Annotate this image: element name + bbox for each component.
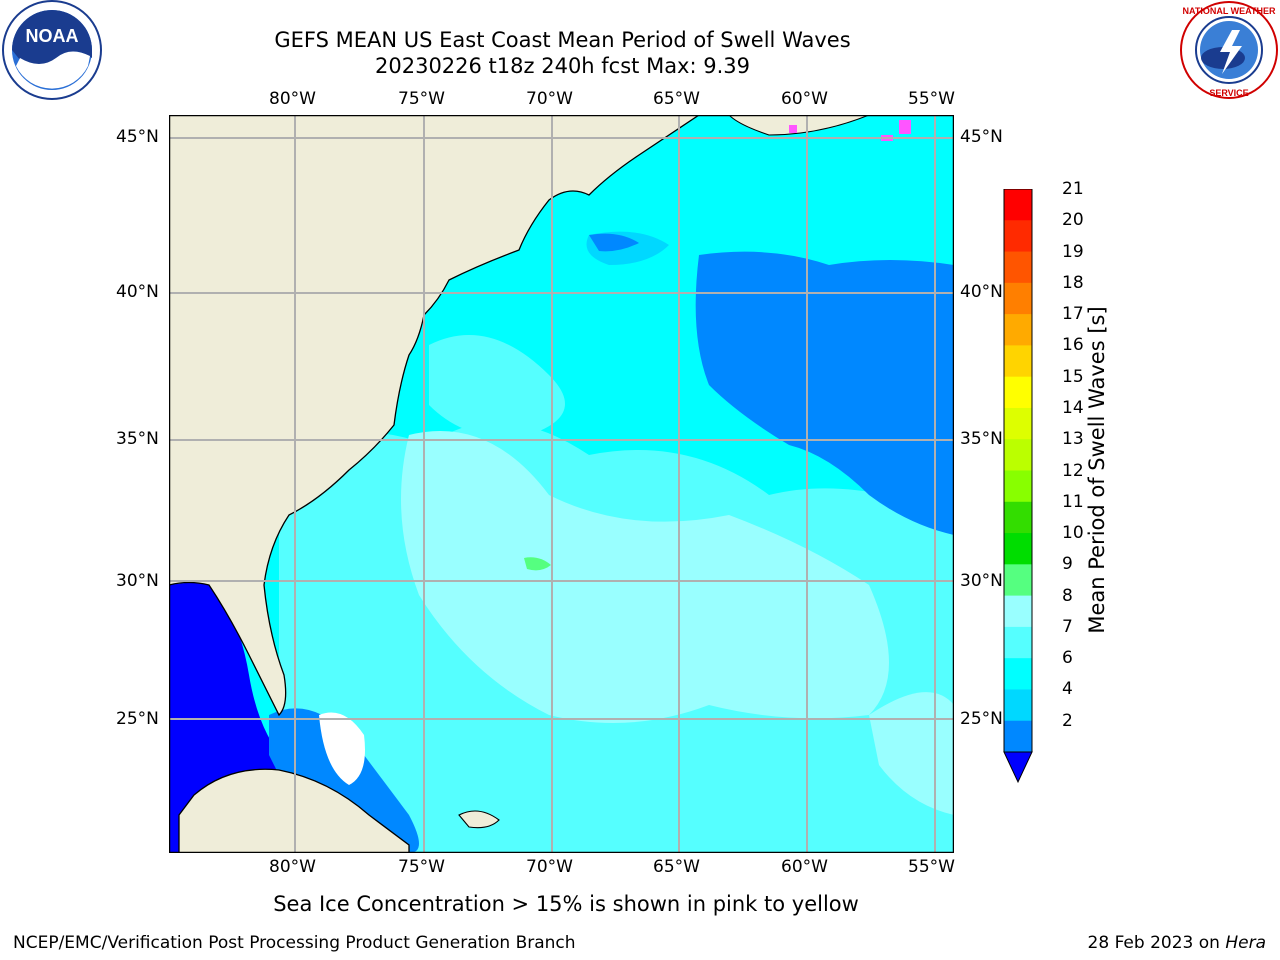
- swell-band-8s-east: [869, 692, 954, 815]
- footer-credit: NCEP/EMC/Verification Post Processing Pr…: [13, 933, 576, 953]
- colorbar-tick-label: 15: [1062, 366, 1084, 387]
- colorbar-segment: [1004, 439, 1032, 471]
- lon-label-top: 70°W: [526, 89, 573, 109]
- nova-scotia-land: [728, 115, 870, 136]
- colorbar-tick-label: 13: [1062, 429, 1084, 450]
- noaa-logo-text: NOAA: [26, 26, 79, 46]
- colorbar-tick-label: 12: [1062, 460, 1084, 481]
- colorbar-segment: [1004, 189, 1032, 221]
- colorbar-extend-arrow: [1003, 751, 1033, 784]
- colorbar-tick-label: 2: [1062, 710, 1073, 731]
- colorbar-tick-label: 6: [1062, 648, 1073, 669]
- colorbar-tick-label: 16: [1062, 335, 1084, 356]
- colorbar-segment: [1004, 282, 1032, 315]
- lon-label-bottom: 75°W: [398, 857, 445, 877]
- nws-logo-text: NATIONAL WEATHER: [1183, 6, 1276, 16]
- colorbar-segment: [1004, 533, 1032, 565]
- colorbar-segment: [1004, 376, 1032, 409]
- bahamas-banks: [319, 712, 365, 785]
- colorbar-title: Mean Period of Swell Waves [s]: [1085, 306, 1109, 634]
- lon-label-bottom: 65°W: [653, 857, 700, 877]
- swell-max-spot: [524, 557, 551, 571]
- lat-label-right: 45°N: [960, 127, 1003, 147]
- colorbar-tick-label: 18: [1062, 272, 1084, 293]
- lon-label-bottom: 60°W: [781, 857, 828, 877]
- lat-label-left: 25°N: [116, 709, 159, 729]
- lat-label-right: 40°N: [960, 282, 1003, 302]
- colorbar-tick-label: 4: [1062, 679, 1073, 700]
- colorbar-segment: [1004, 407, 1032, 440]
- swell-period-map: [169, 115, 954, 853]
- colorbar-tick-label: 9: [1062, 554, 1073, 575]
- map-border: [169, 115, 954, 853]
- colorbar-tick-label: 7: [1062, 616, 1073, 637]
- colorbar-segment: [1004, 595, 1032, 628]
- lon-label-top: 80°W: [269, 89, 316, 109]
- colorbar-segment: [1004, 626, 1032, 659]
- swell-band-4s-ne: [695, 251, 954, 535]
- graticule: [169, 115, 954, 853]
- lon-label-bottom: 80°W: [269, 857, 316, 877]
- lat-label-right: 25°N: [960, 709, 1003, 729]
- sea-ice-note: Sea Ice Concentration > 15% is shown in …: [273, 892, 859, 916]
- colorbar-tick-label: 10: [1062, 523, 1084, 544]
- swell-band-7s-north: [429, 335, 565, 437]
- colorbar-tick-label: 21: [1062, 179, 1084, 199]
- colorbar-tick-label: 14: [1062, 397, 1084, 418]
- lon-label-top: 65°W: [653, 89, 700, 109]
- noaa-logo: NOAA: [2, 0, 102, 100]
- colorbar-segment: [1004, 501, 1032, 534]
- footer-date: 28 Feb 2023 on Hera: [1088, 933, 1266, 953]
- colorbar-segment: [1004, 564, 1032, 597]
- colorbar: [1003, 189, 1033, 784]
- lat-label-right: 30°N: [960, 571, 1003, 591]
- lat-label-left: 30°N: [116, 571, 159, 591]
- colorbar-tick-label: 19: [1062, 241, 1084, 262]
- lon-label-top: 75°W: [398, 89, 445, 109]
- map-title: GEFS MEAN US East Coast Mean Period of S…: [274, 28, 851, 52]
- lat-label-left: 45°N: [116, 127, 159, 147]
- sea-ice-mark: [899, 120, 911, 134]
- lon-label-bottom: 55°W: [908, 857, 955, 877]
- colorbar-segment: [1004, 470, 1032, 503]
- nws-logo: NATIONAL WEATHER SERVICE: [1180, 1, 1278, 99]
- swell-band-8s: [401, 431, 889, 723]
- footer-date-text: 28 Feb 2023 on: [1087, 933, 1226, 953]
- colorbar-segment: [1004, 345, 1032, 378]
- sea-ice-mark: [789, 125, 797, 133]
- colorbar-segment: [1004, 251, 1032, 284]
- footer-host: Hera: [1225, 933, 1266, 953]
- hispaniola-land: [458, 810, 500, 829]
- lon-label-top: 60°W: [781, 89, 828, 109]
- colorbar-tick-label: 8: [1062, 585, 1073, 606]
- north-america-land: [169, 115, 701, 717]
- colorbar-tick-label: 11: [1062, 491, 1084, 512]
- colorbar-tick-label: 20: [1062, 210, 1084, 231]
- colorbar-segment: [1004, 689, 1032, 722]
- colorbar-segment: [1004, 314, 1032, 346]
- swell-band-4s-small: [589, 233, 639, 252]
- lat-label-left: 35°N: [116, 429, 159, 449]
- colorbar-tick-label: 17: [1062, 304, 1084, 325]
- colorbar-segment: [1004, 658, 1032, 690]
- colorbar-border: [1003, 189, 1033, 753]
- lon-label-bottom: 70°W: [526, 857, 573, 877]
- lat-label-left: 40°N: [116, 282, 159, 302]
- colorbar-segment: [1004, 720, 1032, 753]
- colorbar-segment: [1004, 220, 1032, 253]
- lat-label-right: 35°N: [960, 429, 1003, 449]
- lon-label-top: 55°W: [908, 89, 955, 109]
- map-subtitle: 20230226 t18z 240h fcst Max: 9.39: [375, 54, 750, 78]
- nws-logo-text-bottom: SERVICE: [1209, 88, 1248, 98]
